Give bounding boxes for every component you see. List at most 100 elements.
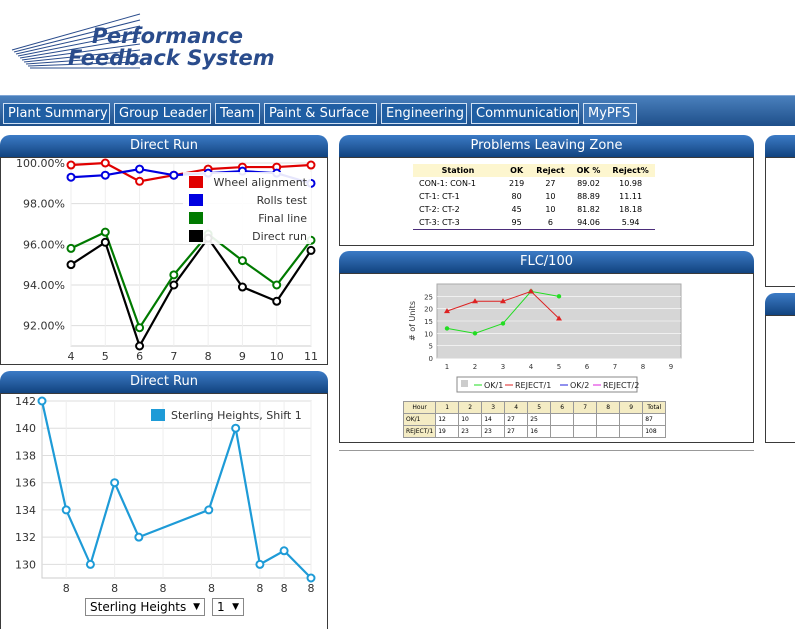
table-cell <box>619 425 644 438</box>
column-header: Reject% <box>606 164 655 177</box>
table-cell: CT-1: CT-1 <box>419 192 460 201</box>
legend-swatch <box>189 212 203 224</box>
x-tick-label: 6 <box>585 363 590 371</box>
hour-table: Hour 1 2 3 4 5 6 7 8 9 Total OK/1 12 10 … <box>402 401 667 438</box>
data-point <box>444 308 450 314</box>
shift-select[interactable]: 1 ▼ <box>212 598 244 616</box>
legend-label: Sterling Heights, Shift 1 <box>171 409 302 422</box>
table-cell: 45 <box>511 205 522 214</box>
table-cell: 25 <box>527 413 552 426</box>
legend-label: Final line <box>258 212 307 225</box>
panel-body: Station OK Reject OK % Reject% CON-1: CO… <box>339 157 754 246</box>
table-cell: 27 <box>545 179 556 188</box>
y-tick-label: 100.00% <box>16 158 65 170</box>
panel-title <box>765 293 795 315</box>
x-tick-label: 8 <box>63 582 70 595</box>
data-point <box>472 298 478 304</box>
flc-panel: FLC/100 25 20 15 10 5 0 1 2 3 4 5 6 7 8 9 # of Units OK/… <box>339 251 754 451</box>
data-point <box>500 298 506 304</box>
legend-label: OK/2 <box>570 381 589 390</box>
data-point <box>306 160 316 170</box>
y-axis-label: # of Units <box>408 301 417 341</box>
plant-select[interactable]: Sterling Heights ▼ <box>85 598 205 616</box>
x-tick-label: 9 <box>669 363 673 371</box>
table-cell: 11.11 <box>619 192 643 201</box>
legend-swatch <box>151 409 165 421</box>
data-point <box>169 280 179 290</box>
x-tick-label: 5 <box>102 350 109 363</box>
tab-plant-summary[interactable]: Plant Summary <box>3 103 110 124</box>
table-cell: 87 <box>642 413 667 426</box>
y-tick-label: 138 <box>15 449 36 462</box>
legend-label: Rolls test <box>257 194 308 207</box>
x-tick-label: 3 <box>501 363 505 371</box>
panel-body: 100.00% 98.00% 96.00% 94.00% 92.00% 4 5 6 7 8 9 10 1… <box>0 157 328 365</box>
x-tick-label: 9 <box>239 350 246 363</box>
data-point <box>66 172 76 182</box>
right-panel-top <box>765 135 795 287</box>
table-cell: 23 <box>458 425 483 438</box>
table-cell: 14 <box>481 413 506 426</box>
x-tick-label: 8 <box>256 582 263 595</box>
direct-run-percent-chart: 100.00% 98.00% 96.00% 94.00% 92.00% 4 5 6 7 8 9 10 1… <box>16 158 318 363</box>
x-tick-label: 8 <box>281 582 288 595</box>
table-cell <box>550 413 575 426</box>
shift-select-value: 1 <box>217 600 225 614</box>
table-cell: CT-3: CT-3 <box>419 218 460 227</box>
data-point <box>556 294 562 299</box>
data-point <box>100 170 110 180</box>
legend-label: REJECT/1 <box>515 381 551 390</box>
y-tick-label: 25 <box>424 293 433 301</box>
table-cell <box>550 425 575 438</box>
table-cell <box>619 413 644 426</box>
tab-communication[interactable]: Communication <box>471 103 579 124</box>
x-tick-label: 8 <box>160 582 167 595</box>
table-cell: CON-1: CON-1 <box>419 179 476 188</box>
x-tick-label: 6 <box>136 350 143 363</box>
tab-group-leader[interactable]: Group Leader <box>114 103 211 124</box>
table-header-row: Hour 1 2 3 4 5 6 7 8 9 Total <box>402 401 667 414</box>
data-point <box>231 423 241 433</box>
data-point <box>272 296 282 306</box>
column-header: 5 <box>527 401 552 414</box>
table-cell: 94.06 <box>577 218 600 227</box>
table-cell: 27 <box>504 425 529 438</box>
data-point <box>61 505 71 515</box>
table-cell <box>573 425 598 438</box>
main-nav: Plant Summary Group Leader Team Paint & … <box>0 95 795 126</box>
data-point <box>306 245 316 255</box>
data-point <box>66 243 76 253</box>
column-header: 9 <box>619 401 644 414</box>
zone-table: Station OK Reject OK % Reject% CON-1: CO… <box>413 164 655 230</box>
table-cell: 10 <box>458 413 483 426</box>
panel-body <box>765 157 795 287</box>
y-tick-label: 5 <box>429 343 433 351</box>
x-tick-label: 8 <box>641 363 645 371</box>
tab-engineering[interactable]: Engineering <box>381 103 467 124</box>
tab-paint-surface[interactable]: Paint & Surface <box>264 103 377 124</box>
column-header: 3 <box>481 401 506 414</box>
panel-title: Direct Run <box>0 371 328 393</box>
y-tick-label: 10 <box>424 330 433 338</box>
x-tick-label: 5 <box>557 363 561 371</box>
chart-legend: OK/1 REJECT/1 OK/2 REJECT/2 <box>456 376 639 393</box>
data-point <box>135 341 145 351</box>
logo-swoosh-icon <box>11 13 141 69</box>
data-point <box>237 256 247 266</box>
table-cell: 88.89 <box>577 192 600 201</box>
table-cell: 10 <box>545 205 556 214</box>
y-tick-label: 98.00% <box>23 198 65 211</box>
table-cell: 18.18 <box>619 205 643 214</box>
data-point <box>556 315 562 321</box>
column-header: Total <box>642 401 667 414</box>
chevron-down-icon: ▼ <box>232 602 239 612</box>
data-point <box>135 176 145 186</box>
tab-mypfs[interactable]: MyPFS <box>583 103 637 124</box>
column-header: 8 <box>596 401 621 414</box>
column-header: 4 <box>504 401 529 414</box>
y-tick-label: 130 <box>15 558 36 571</box>
x-tick-label: 11 <box>304 350 318 363</box>
tab-team[interactable]: Team <box>215 103 260 124</box>
table-row: CT-2: CT-2 45 10 81.82 18.18 <box>413 203 655 216</box>
table-cell: 12 <box>435 413 460 426</box>
